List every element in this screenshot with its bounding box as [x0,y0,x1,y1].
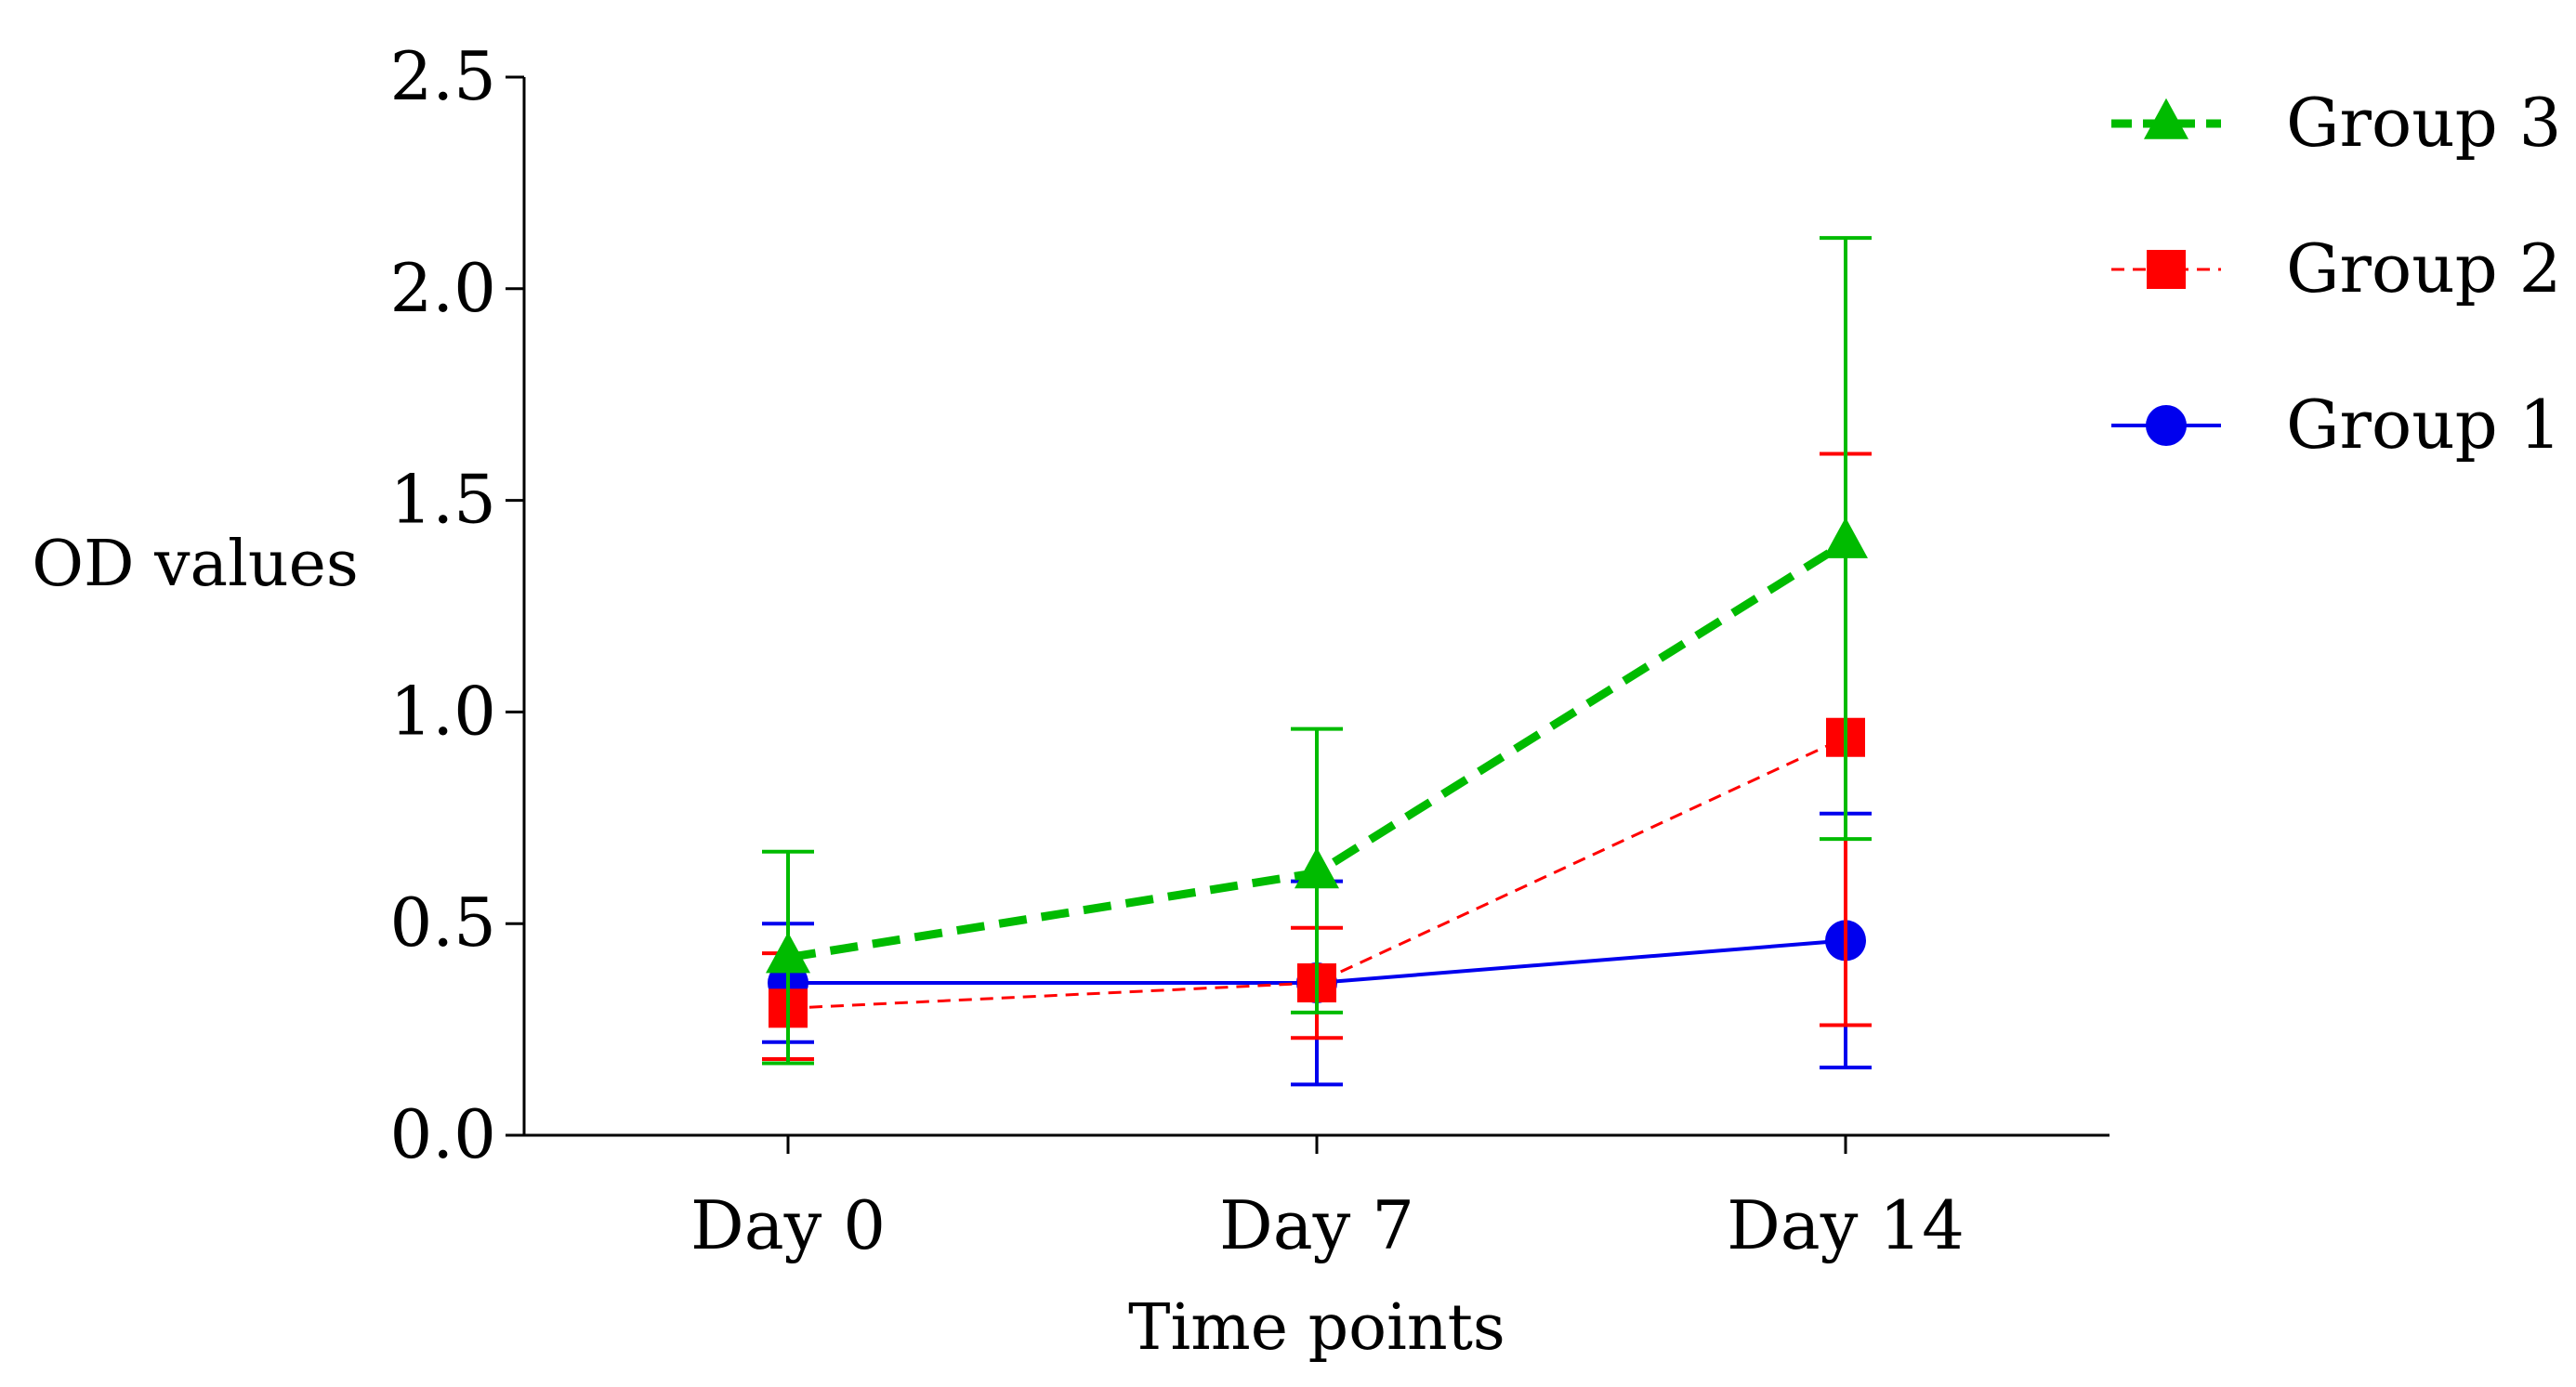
legend-item-group-1: Group 1 [2111,386,2561,464]
x-axis-title: Time points [1128,1291,1505,1365]
series-group-3 [762,236,1872,1066]
series-layer [762,236,1872,1087]
legend-item-group-2: Group 2 [2111,229,2561,307]
y-axis-title: OD values [32,528,359,601]
y-tick-label: 0.0 [389,1095,496,1173]
x-axis-ticks: Day 0 Day 7 Day 14 [690,1135,1965,1264]
series-line-group-2 [787,736,1847,1010]
legend: Group 3 Group 2 Group 1 [2111,84,2561,464]
x-tick-label: Day 0 [690,1186,886,1264]
x-tick-label: Day 7 [1219,1186,1414,1264]
x-tick-label: Day 14 [1727,1186,1965,1264]
y-tick-label: 2.0 [389,249,496,327]
legend-label: Group 1 [2286,386,2561,464]
legend-item-group-3: Group 3 [2111,84,2561,162]
data-point-group-3 [1823,517,1868,558]
y-tick-label: 1.5 [389,461,496,539]
data-point-group-3 [766,932,810,974]
legend-label: Group 2 [2286,229,2561,307]
y-tick-label: 1.0 [389,672,496,750]
y-tick-label: 0.5 [389,883,496,962]
legend-marker-group-2 [2147,250,2186,289]
y-axis-ticks: 0.0 0.5 1.0 1.5 2.0 2.5 [389,37,524,1173]
legend-marker-group-1 [2146,405,2187,446]
legend-marker-group-3 [2144,98,2188,139]
y-tick-label: 2.5 [389,37,496,115]
legend-label: Group 3 [2286,84,2561,162]
data-point-group-3 [1295,847,1339,889]
axes: 0.0 0.5 1.0 1.5 2.0 2.5 Day 0 Day 7 Day 14 OD v… [32,37,2109,1365]
